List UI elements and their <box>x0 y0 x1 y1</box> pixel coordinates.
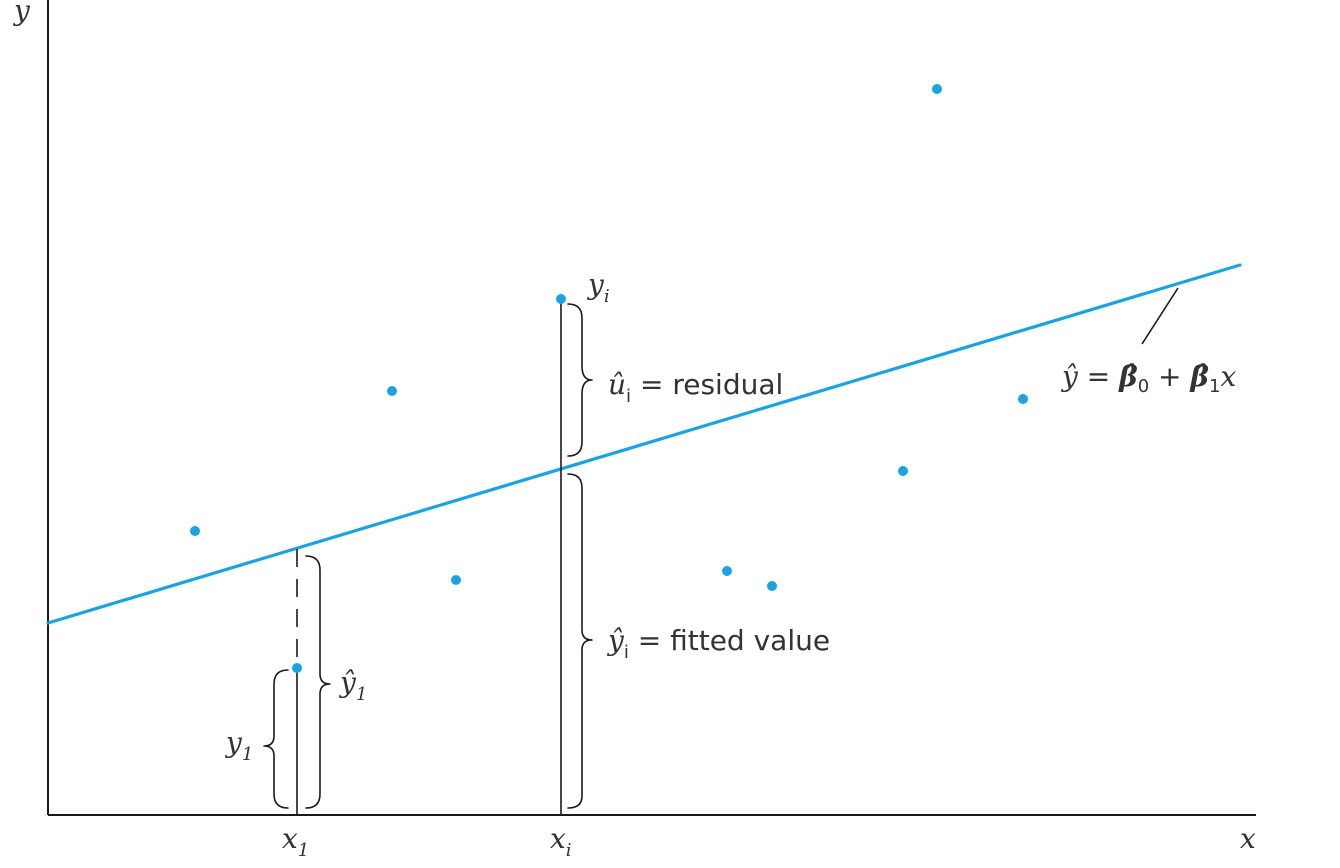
fitted-value-label: ŷi = fitted value <box>606 624 830 663</box>
residual-brace <box>567 303 593 457</box>
y1-label: y1 <box>224 726 253 765</box>
y1hat-label: ŷ1 <box>338 666 367 705</box>
data-point <box>387 386 397 396</box>
data-point-yi <box>556 294 566 304</box>
data-point <box>292 663 302 673</box>
data-point <box>898 466 908 476</box>
data-point <box>722 566 732 576</box>
equation-leader-line <box>1141 287 1179 345</box>
fitted-value-brace <box>567 473 593 809</box>
data-point <box>932 84 942 94</box>
y-axis-label: y <box>12 0 31 27</box>
yi-label: yi <box>586 268 610 307</box>
x1-tick-label: x1 <box>282 822 309 861</box>
regression-line <box>46 263 1242 625</box>
x-axis-label: x <box>1240 822 1256 855</box>
residual-label: ûi = residual <box>608 368 783 407</box>
xi-tick-label: xi <box>550 822 572 861</box>
y1hat-brace <box>305 555 331 809</box>
regression-equation: ŷ = β̂0 + β̂1x <box>1060 360 1236 397</box>
data-point <box>767 581 777 591</box>
data-point <box>451 575 461 585</box>
y1-brace <box>263 669 289 809</box>
data-point <box>1018 394 1028 404</box>
data-point <box>190 526 200 536</box>
